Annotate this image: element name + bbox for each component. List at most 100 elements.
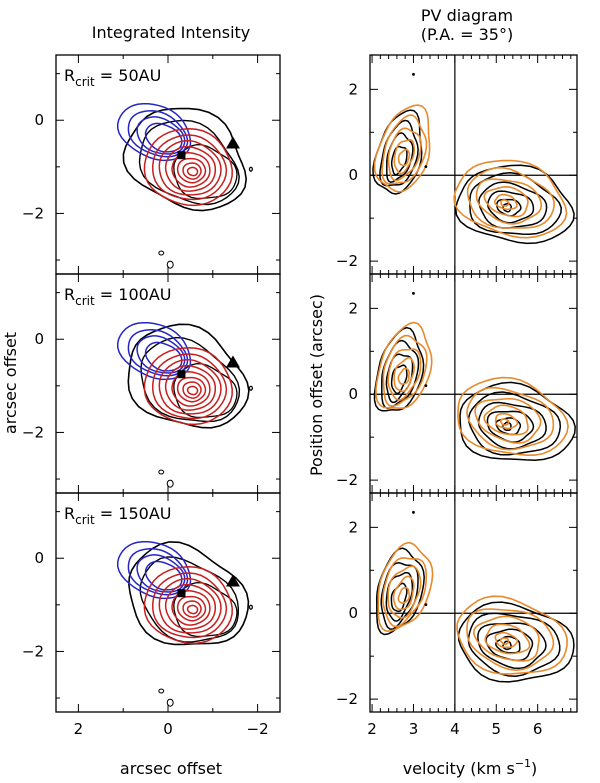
red-contour (158, 358, 222, 415)
right-x-tick-label: 5 (491, 720, 501, 738)
triangle-marker (225, 574, 240, 587)
blue-contour (127, 110, 189, 158)
noise-contour (248, 604, 254, 610)
pv-orange-contour (466, 608, 555, 672)
blue-contour (116, 102, 192, 162)
pv-orange-contour (393, 138, 415, 175)
blue-contour (136, 116, 186, 155)
right-panel-3: 2 0 −2 2 3 4 5 6 (336, 492, 578, 738)
rcrit-label: Rcrit = 100AU (64, 285, 171, 308)
pv-orange-contour (387, 127, 422, 182)
left-y-tick-label: 0 (34, 111, 44, 129)
pv-orange-contour (377, 541, 434, 632)
left-panel-2: 0 −2 Rcrit = 100AU (22, 273, 281, 494)
black-contour (122, 107, 248, 212)
red-contour (143, 347, 233, 426)
red-contour (164, 583, 217, 630)
red-contour (158, 577, 222, 634)
blue-contour (116, 321, 192, 381)
pv-orange-contour (387, 348, 422, 401)
left-y-tick-label: −2 (22, 642, 44, 660)
right-x-axis-label: velocity (km s−1) (403, 757, 538, 778)
red-contour (186, 385, 199, 396)
pv-noise-dot (424, 603, 428, 607)
noise-contour (158, 250, 165, 256)
pv-orange-contour (500, 199, 510, 207)
right-x-tick-label: 2 (367, 720, 377, 738)
left-y-tick-label: −2 (22, 423, 44, 441)
right-y-tick-label: 2 (348, 299, 358, 317)
right-y-axis-label: Position offset (arcsec) (307, 294, 326, 476)
pv-black-contour (502, 640, 513, 651)
black-contour (140, 336, 241, 423)
pv-black-contour (390, 364, 408, 395)
pv-orange-contour (484, 623, 531, 655)
right-panel-1: 2 0 −2 (336, 54, 578, 275)
red-contour (164, 364, 217, 411)
noise-contour (158, 469, 165, 475)
blue-contour (144, 341, 183, 372)
triangle-marker (225, 136, 240, 149)
right-x-tick-label: 4 (450, 720, 460, 738)
noise-contour (166, 479, 174, 488)
left-y-tick-label: −2 (22, 204, 44, 222)
noise-contour (248, 385, 254, 391)
pv-black-contour (469, 171, 562, 236)
left-panel-1: 0 −2 Rcrit = 50AU (22, 54, 281, 275)
protostar-square-marker (177, 151, 186, 160)
red-contour (171, 152, 211, 188)
pv-orange-contour (494, 413, 519, 430)
pv-black-contour (478, 181, 548, 229)
blue-contour (127, 548, 189, 596)
pv-orange-contour (456, 595, 568, 675)
triangle-marker (225, 355, 240, 368)
pv-noise-dot (412, 291, 415, 295)
pv-black-contour (381, 339, 420, 410)
pv-orange-contour (493, 193, 518, 211)
left-x-tick-label: 2 (74, 720, 84, 738)
blue-contour (144, 122, 183, 153)
right-y-tick-label: 2 (348, 80, 358, 98)
red-contour (176, 157, 207, 184)
left-x-axis-label: arcsec offset (120, 759, 222, 778)
pv-orange-contour (483, 185, 529, 218)
right-y-tick-label: 0 (348, 604, 358, 622)
right-x-tick-label: 3 (409, 720, 419, 738)
red-contour (186, 166, 199, 177)
left-y-tick-label: 0 (34, 549, 44, 567)
pv-black-contour (502, 421, 512, 432)
right-y-tick-label: −2 (336, 252, 358, 270)
blue-contour (144, 560, 183, 591)
red-contour (143, 566, 233, 645)
pv-orange-contour (373, 104, 431, 193)
pv-orange-contour (382, 334, 428, 408)
blue-contour (116, 540, 192, 600)
rcrit-label: Rcrit = 50AU (64, 66, 161, 89)
pv-orange-contour (472, 615, 540, 662)
pv-orange-contour (474, 397, 542, 444)
right-y-tick-label: 0 (348, 385, 358, 403)
pv-black-contour (390, 582, 408, 613)
pv-orange-contour (393, 356, 416, 393)
right-y-tick-label: 2 (348, 518, 358, 536)
left-y-tick-label: 0 (34, 330, 44, 348)
pv-black-contour (385, 571, 414, 622)
blue-contour (136, 554, 186, 593)
red-contour (152, 572, 228, 639)
right-panel-2: 2 0 −2 (336, 273, 578, 494)
right-panel-frame (369, 492, 578, 713)
pv-black-contour (487, 190, 535, 224)
red-contour (164, 145, 217, 192)
pv-black-contour (502, 202, 512, 213)
red-contour (182, 381, 202, 399)
red-contour (176, 595, 207, 622)
pv-orange-contour (397, 367, 410, 385)
left-column-title: Integrated Intensity (92, 23, 251, 42)
right-x-tick-label: 6 (533, 720, 543, 738)
right-column-title-line1: PV diagram (421, 6, 513, 25)
pv-orange-contour (397, 148, 411, 167)
black-contour (173, 143, 238, 200)
pv-noise-dot (424, 165, 428, 169)
pv-black-contour (477, 401, 547, 450)
